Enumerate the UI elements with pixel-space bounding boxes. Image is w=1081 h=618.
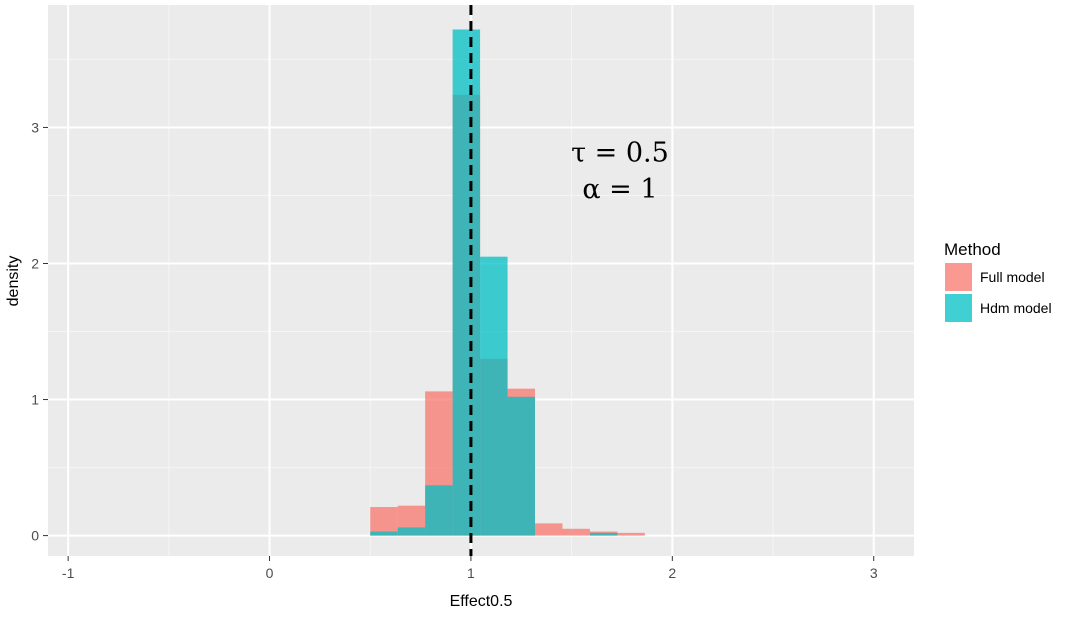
bar-full-model: [535, 523, 563, 536]
legend-items: Full model Hdm model: [945, 263, 1052, 322]
y-axis-ticks: 0 1 2 3: [31, 119, 48, 544]
annotation-alpha: α = 1: [582, 174, 657, 205]
bar-hdm-model: [480, 256, 508, 536]
legend-label: Hdm model: [980, 300, 1052, 316]
y-tick-label: 2: [31, 255, 39, 271]
x-tick-label: 3: [870, 565, 878, 581]
y-tick-label: 1: [31, 392, 39, 408]
bar-hdm-model: [452, 29, 481, 536]
x-tick-label: 0: [266, 565, 274, 581]
legend: Method Full model Hdm model: [944, 240, 1052, 322]
y-tick-label: 0: [31, 528, 39, 544]
bar-full-model: [617, 532, 645, 536]
bar-hdm-model: [397, 527, 426, 536]
x-tick-label: -1: [62, 565, 75, 581]
x-axis-title: Effect0.5: [450, 593, 513, 610]
bar-hdm-model: [589, 532, 618, 536]
y-axis-title: density: [5, 256, 22, 307]
histogram-bars: [370, 29, 645, 536]
legend-label: Full model: [980, 269, 1045, 285]
bar-hdm-model: [507, 396, 536, 536]
bar-full-model: [562, 528, 590, 536]
x-tick-label: 2: [668, 565, 676, 581]
legend-title: Method: [944, 240, 1001, 259]
y-tick-label: 3: [31, 119, 39, 135]
bar-full-model: [370, 507, 398, 536]
legend-swatch: [945, 263, 972, 291]
bar-hdm-model: [370, 531, 398, 536]
annotation-tau: τ = 0.5: [571, 137, 669, 168]
legend-swatch: [945, 294, 972, 322]
bar-hdm-model: [425, 485, 453, 536]
x-tick-label: 1: [467, 565, 475, 581]
x-axis-ticks: -1 0 1 2 3: [62, 556, 878, 581]
